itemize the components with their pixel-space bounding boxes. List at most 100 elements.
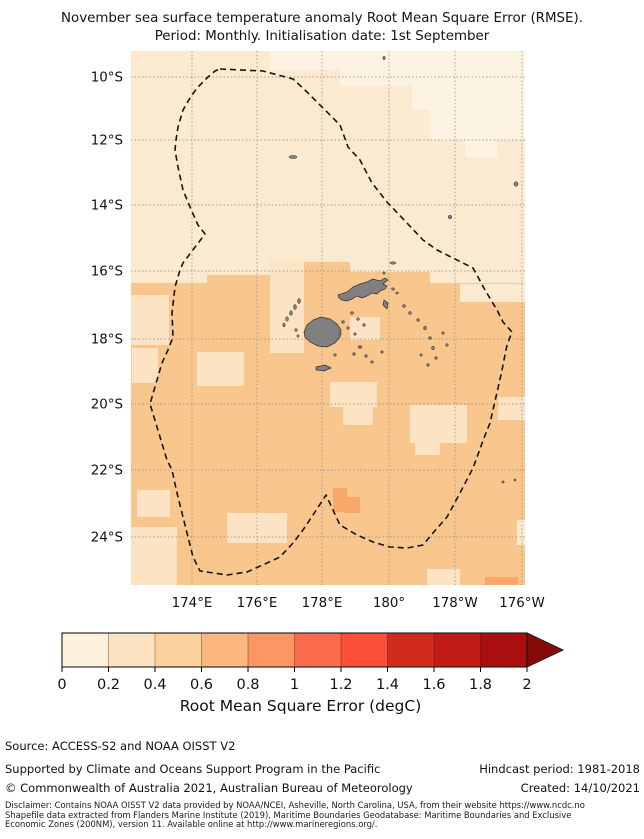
islet	[389, 261, 397, 265]
rmse-cell-patch	[131, 295, 169, 345]
colorbar-tick-label: 0.2	[97, 677, 120, 693]
source-text: Source: ACCESS-S2 and NOAA OISST V2	[5, 739, 236, 753]
rmse-cell-patch	[460, 284, 525, 302]
colorbar-segment	[434, 633, 481, 667]
lat-tick-label: 24°S	[91, 531, 123, 546]
islet	[380, 350, 384, 354]
colorbar-axis-label: Root Mean Square Error (degC)	[180, 697, 422, 715]
islet	[513, 181, 519, 187]
hindcast-period-text: Hindcast period: 1981-2018	[479, 762, 640, 776]
colorbar-tick-label: 2	[522, 677, 531, 693]
copyright-text: © Commonwealth of Australia 2021, Austra…	[5, 781, 413, 795]
islet	[434, 356, 438, 360]
islet	[353, 332, 357, 336]
colorbar-tick-label: 1.6	[422, 677, 445, 693]
disclaimer-line-1: Disclaimer: Contains NOAA OISST V2 data …	[5, 801, 585, 810]
disclaimer: Disclaimer: Contains NOAA OISST V2 data …	[5, 801, 644, 830]
lat-tick-label: 14°S	[91, 199, 123, 214]
islet	[382, 271, 386, 275]
rmse-cell-patch	[415, 443, 440, 455]
islet	[362, 323, 366, 327]
disclaimer-line-2: Shapefile data extracted from Flanders M…	[5, 810, 572, 820]
rmse-cell-patch	[197, 352, 244, 386]
colorbar-extend-arrow	[526, 632, 565, 668]
islet	[419, 353, 423, 357]
rmse-cell-patch	[270, 260, 304, 353]
colorbar-tick-label: 0	[57, 677, 66, 693]
islet	[356, 317, 360, 321]
disclaimer-line-3: Economic Zones (200NM), version 11. Avai…	[5, 820, 378, 830]
islet	[338, 332, 342, 336]
colorbar-tick-label: 1.4	[376, 677, 399, 693]
lat-tick-label: 22°S	[91, 464, 123, 479]
islet	[395, 291, 399, 295]
colorbar-tick-label: 0.4	[143, 677, 166, 693]
islet	[297, 298, 301, 304]
colorbar-segment	[155, 633, 202, 667]
rmse-cell-patch	[412, 86, 525, 109]
islet	[426, 363, 430, 367]
colorbar: 0 0.2 0.4 0.6 0.8 1 1.2 1.4 1.6 1.8 2 Root Mean Squ…	[57, 632, 565, 715]
rmse-cell-patch	[345, 497, 360, 513]
islet	[382, 55, 386, 61]
islet	[447, 214, 453, 220]
rmse-cell-patch	[517, 520, 525, 545]
colorbar-tick-label: 0.8	[236, 677, 259, 693]
islet	[333, 353, 337, 357]
colorbar-segment	[108, 633, 155, 667]
lat-tick-label: 18°S	[91, 333, 123, 348]
rmse-cell-patch	[330, 382, 377, 407]
islet	[341, 320, 345, 324]
rmse-cell-patch	[343, 407, 373, 425]
rmse-cell-patch	[137, 490, 170, 517]
lat-tick-label: 10°S	[91, 71, 123, 86]
islet	[370, 360, 374, 364]
supported-text: Supported by Climate and Oceans Support …	[5, 762, 381, 776]
islet	[346, 326, 350, 330]
colorbar-tick-label: 1.2	[329, 677, 352, 693]
rmse-cell-patch	[350, 272, 430, 283]
islet	[428, 336, 432, 340]
colorbar-tick-label: 1.8	[469, 677, 492, 693]
colorbar-segment	[480, 633, 527, 667]
rmse-cell-patch	[485, 577, 518, 585]
rmse-cell-patch	[131, 527, 177, 585]
islet	[408, 311, 412, 315]
colorbar-segment	[248, 633, 295, 667]
islet	[445, 343, 449, 347]
map-plot: 10°S 12°S 14°S 16°S 18°S 20°S 22°S 24°S 174°E 176…	[91, 51, 545, 611]
rmse-cell-patch	[207, 275, 325, 283]
islet	[352, 352, 356, 356]
islet	[441, 331, 445, 335]
islet	[431, 345, 435, 351]
islet	[289, 310, 293, 316]
islet	[416, 318, 420, 322]
colorbar-segment	[341, 633, 388, 667]
figure-title: November sea surface temperature anomaly…	[0, 10, 644, 46]
rmse-cell-patch	[333, 488, 347, 512]
title-line-1: November sea surface temperature anomaly…	[61, 11, 583, 26]
islet	[285, 316, 289, 322]
lat-tick-label: 16°S	[91, 265, 123, 280]
colorbar-segment	[387, 633, 434, 667]
colorbar-tick-label: 1	[290, 677, 299, 693]
lon-tick-label: 176°E	[237, 596, 278, 611]
rmse-cell-patch	[340, 70, 525, 86]
rmse-cell-patch	[410, 405, 467, 443]
lon-tick-label: 176°W	[499, 596, 545, 611]
rmse-cell-patch	[270, 51, 525, 70]
islet	[296, 334, 300, 338]
map-raster	[131, 51, 525, 585]
rmse-cell-patch	[430, 109, 525, 140]
islet	[350, 311, 354, 315]
islet	[391, 287, 395, 291]
islet	[402, 304, 406, 308]
islet	[423, 325, 427, 331]
islet	[288, 155, 298, 159]
created-date-text: Created: 14/10/2021	[520, 781, 640, 795]
colorbar-segment	[294, 633, 341, 667]
islet	[501, 480, 505, 484]
islet	[293, 304, 297, 310]
islet	[513, 478, 517, 482]
